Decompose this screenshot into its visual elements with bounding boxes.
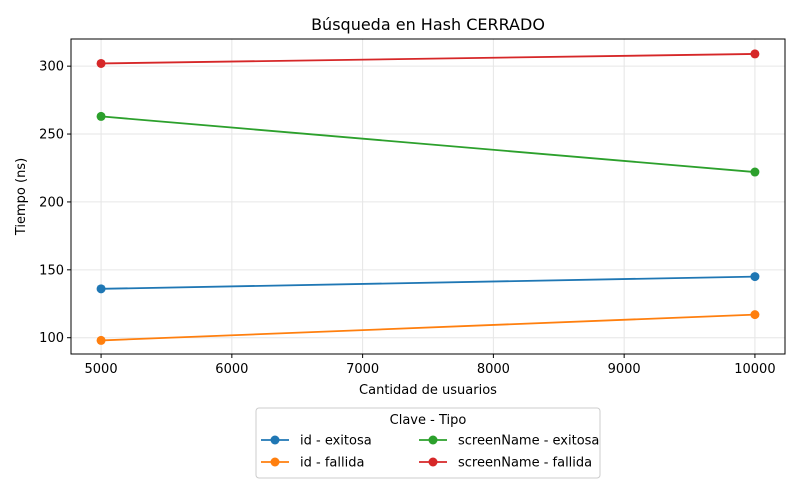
series-3 xyxy=(96,49,760,68)
legend-marker xyxy=(428,435,438,445)
legend-box xyxy=(255,407,601,479)
data-point xyxy=(750,310,760,320)
data-point xyxy=(750,49,760,59)
legend: Clave - Tipo id - exitosa id - fallida scr… xyxy=(255,407,601,479)
y-axis-label: Tiempo (ns) xyxy=(14,158,29,236)
series-line xyxy=(101,53,755,65)
legend-marker xyxy=(270,435,280,445)
series-2 xyxy=(96,111,760,177)
chart-title: Búsqueda en Hash CERRADO xyxy=(311,15,545,34)
series-line xyxy=(101,313,755,342)
series-0 xyxy=(96,272,760,294)
x-tick-label: 9000 xyxy=(608,362,641,377)
series-1 xyxy=(96,310,760,345)
y-tick-label: 200 xyxy=(39,195,64,210)
y-tick-label: 150 xyxy=(39,263,64,278)
legend-entry: screenName - exitosa xyxy=(419,434,599,449)
series-group xyxy=(96,49,760,345)
x-tick-label: 7000 xyxy=(346,362,379,377)
series-line xyxy=(101,115,755,173)
data-point xyxy=(750,272,760,282)
legend-entry: screenName - fallida xyxy=(419,456,592,471)
legend-title: Clave - Tipo xyxy=(390,413,467,428)
plot-area xyxy=(70,38,786,355)
grid xyxy=(71,39,785,354)
x-tick-label: 8000 xyxy=(477,362,510,377)
x-tick-label: 5000 xyxy=(85,362,118,377)
legend-label: id - fallida xyxy=(300,456,364,471)
x-tick-label: 6000 xyxy=(215,362,248,377)
legend-marker xyxy=(270,457,280,467)
data-point xyxy=(96,284,106,294)
data-point xyxy=(96,111,106,121)
y-tick-label: 100 xyxy=(39,331,64,346)
data-point xyxy=(96,58,106,68)
legend-marker xyxy=(428,457,438,467)
x-tick-label: 10000 xyxy=(734,362,775,377)
axis-ticks: 5000 6000 7000 8000 9000 10000 100 150 200 250 300 xyxy=(39,60,775,377)
legend-label: screenName - exitosa xyxy=(458,434,599,449)
legend-label: id - exitosa xyxy=(300,434,372,449)
x-axis-label: Cantidad de usuarios xyxy=(359,383,497,398)
series-line xyxy=(101,275,755,290)
legend-entry: id - fallida xyxy=(261,456,364,471)
legend-entry: id - exitosa xyxy=(261,434,372,449)
legend-label: screenName - fallida xyxy=(458,456,592,471)
data-point xyxy=(96,335,106,345)
y-tick-label: 300 xyxy=(39,60,64,75)
data-point xyxy=(750,167,760,177)
y-tick-label: 250 xyxy=(39,128,64,143)
